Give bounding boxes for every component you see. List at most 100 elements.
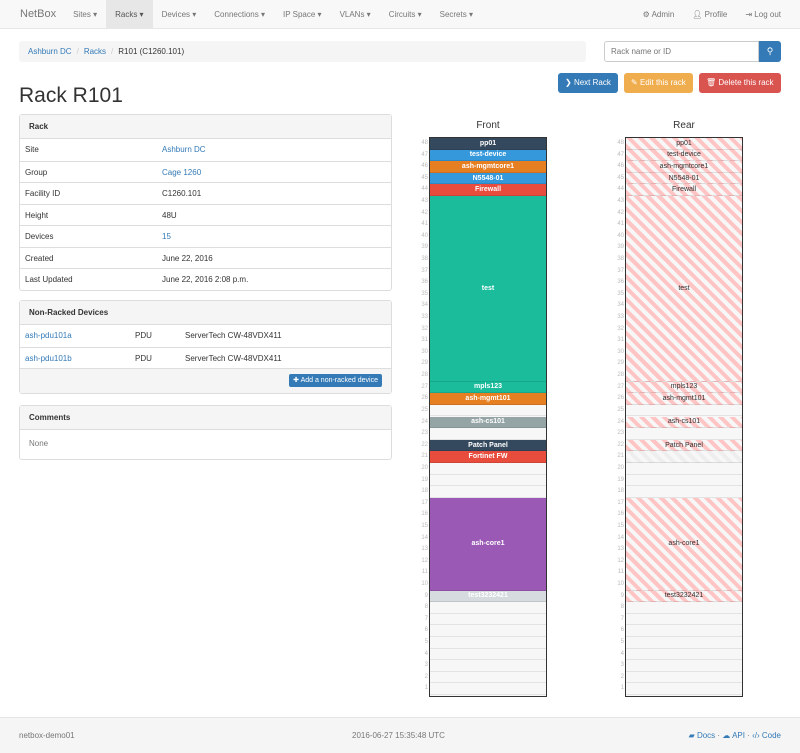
- unit-number: 42: [617, 209, 624, 216]
- delete-rack-button[interactable]: 🗑︎ Delete this rack: [699, 73, 781, 93]
- rack-device-rear[interactable]: [626, 451, 742, 463]
- nav-menu-item[interactable]: Connections ▾: [214, 9, 265, 19]
- breadcrumb-site[interactable]: Ashburn DC: [28, 47, 72, 56]
- attribute-value[interactable]: 15: [162, 232, 171, 241]
- attribute-value[interactable]: Cage 1260: [162, 167, 202, 177]
- rack-unit[interactable]: [626, 428, 742, 440]
- nav-menu-item[interactable]: Secrets ▾: [439, 9, 473, 19]
- rack-unit[interactable]: [626, 475, 742, 487]
- unit-number: 32: [617, 325, 624, 332]
- unit-number: 5: [424, 638, 428, 645]
- rack-attribute-row: Devices 15: [20, 225, 391, 247]
- rack-device[interactable]: Firewall: [430, 184, 546, 196]
- unit-number: 15: [421, 522, 428, 529]
- unit-number: 42: [421, 209, 428, 216]
- rack-device[interactable]: ash-core1: [430, 497, 546, 591]
- rack-device-rear[interactable]: ash-mgmtcore1: [626, 161, 742, 173]
- rack-unit[interactable]: [430, 637, 546, 649]
- rack-unit[interactable]: [430, 672, 546, 684]
- rack-unit[interactable]: [430, 625, 546, 637]
- unit-number: 24: [421, 418, 428, 425]
- api-link[interactable]: ☁ API: [722, 731, 745, 740]
- rack-device-rear[interactable]: test: [626, 196, 742, 382]
- rack-device-rear[interactable]: N5548-01: [626, 172, 742, 185]
- rack-device-rear[interactable]: Firewall: [626, 184, 742, 196]
- unit-number: 45: [421, 174, 428, 181]
- add-non-racked-button[interactable]: ✚ Add a non-racked device: [289, 374, 382, 387]
- rack-unit[interactable]: [430, 405, 546, 417]
- rack-device[interactable]: Fortinet FW: [430, 451, 546, 463]
- breadcrumb-racks[interactable]: Racks: [83, 47, 107, 56]
- rack-unit[interactable]: [430, 614, 546, 626]
- unit-number: 40: [617, 232, 624, 239]
- nav-menu-item[interactable]: Sites ▾: [73, 9, 98, 19]
- rack-device[interactable]: N5548-01: [430, 172, 546, 185]
- profile-link[interactable]: 👤︎ Profile: [683, 0, 736, 29]
- attribute-value[interactable]: Ashburn DC: [162, 145, 206, 154]
- rack-device-rear[interactable]: ash-cs101: [626, 416, 742, 429]
- rack-device[interactable]: test3232421: [430, 590, 546, 603]
- rack-unit[interactable]: [626, 649, 742, 661]
- nav-menu-item[interactable]: VLANs ▾: [339, 9, 371, 19]
- rack-device[interactable]: mpls123: [430, 381, 546, 394]
- unit-number: 41: [421, 221, 428, 228]
- pencil-icon: ✎: [631, 78, 640, 87]
- nav-menu-item[interactable]: Devices ▾: [161, 9, 197, 19]
- rack-unit[interactable]: [626, 614, 742, 626]
- rack-unit[interactable]: [430, 475, 546, 487]
- admin-link[interactable]: ⚙ Admin: [634, 0, 684, 29]
- edit-rack-button[interactable]: ✎ Edit this rack: [624, 73, 693, 93]
- unit-number: 31: [421, 337, 428, 344]
- rack-unit[interactable]: [430, 683, 546, 695]
- rack-unit[interactable]: [626, 486, 742, 498]
- rack-unit[interactable]: [626, 625, 742, 637]
- rack-unit[interactable]: [626, 405, 742, 417]
- search-input[interactable]: [604, 41, 759, 62]
- rack-device-rear[interactable]: mpls123: [626, 381, 742, 394]
- device-type: ServerTech CW-48VDX411: [185, 353, 282, 363]
- rack-device-rear[interactable]: Patch Panel: [626, 439, 742, 452]
- rack-unit[interactable]: [626, 637, 742, 649]
- rack-unit[interactable]: [626, 672, 742, 684]
- rack-device[interactable]: Patch Panel: [430, 439, 546, 452]
- unit-number: 6: [620, 627, 624, 634]
- rack-device[interactable]: ash-cs101: [430, 416, 546, 429]
- search-button[interactable]: ⚲: [759, 41, 781, 62]
- rack-device[interactable]: ash-mgmt101: [430, 393, 546, 405]
- nav-menu-item[interactable]: IP Space ▾: [283, 9, 322, 19]
- device-role: PDU: [135, 353, 152, 363]
- rack-device-rear[interactable]: test3232421: [626, 590, 742, 603]
- docs-link[interactable]: ▰ Docs: [689, 731, 716, 740]
- rack-unit[interactable]: [626, 660, 742, 672]
- rack-unit[interactable]: [626, 463, 742, 475]
- rack-device[interactable]: test: [430, 196, 546, 382]
- rack-device-rear[interactable]: pp01: [626, 138, 742, 150]
- rack-attribute-row: Facility ID C1260.101: [20, 182, 391, 204]
- unit-number: 26: [421, 395, 428, 402]
- rack-device-rear[interactable]: ash-mgmt101: [626, 393, 742, 405]
- logout-link[interactable]: ⇥ Log out: [736, 0, 790, 29]
- rack-unit[interactable]: [430, 428, 546, 440]
- rack-device-rear[interactable]: ash-core1: [626, 497, 742, 591]
- unit-number: 32: [421, 325, 428, 332]
- rack-device-rear[interactable]: test-device: [626, 149, 742, 162]
- nav-menu-item[interactable]: Racks ▾: [106, 0, 153, 29]
- rack-unit[interactable]: [430, 486, 546, 498]
- rack-device[interactable]: test-device: [430, 149, 546, 162]
- unit-number: 25: [421, 406, 428, 413]
- device-link[interactable]: ash-pdu101b: [25, 353, 72, 363]
- rack-unit[interactable]: [430, 463, 546, 475]
- rack-unit[interactable]: [626, 602, 742, 614]
- code-link[interactable]: ‹/› Code: [752, 731, 781, 740]
- rack-device[interactable]: pp01: [430, 138, 546, 150]
- unit-number: 16: [421, 511, 428, 518]
- next-rack-button[interactable]: ❯ Next Rack: [558, 73, 618, 93]
- rack-device[interactable]: ash-mgmtcore1: [430, 161, 546, 173]
- rack-unit[interactable]: [430, 649, 546, 661]
- nav-menu-item[interactable]: Circuits ▾: [388, 9, 422, 19]
- brand-logo[interactable]: NetBox: [20, 8, 57, 20]
- rack-unit[interactable]: [430, 660, 546, 672]
- rack-unit[interactable]: [626, 683, 742, 695]
- rack-unit[interactable]: [430, 602, 546, 614]
- device-link[interactable]: ash-pdu101a: [25, 331, 72, 340]
